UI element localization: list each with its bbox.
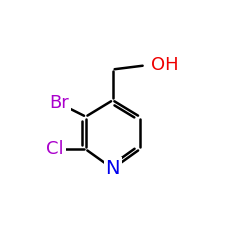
Text: N: N: [106, 159, 120, 178]
Text: OH: OH: [151, 56, 179, 74]
Text: Cl: Cl: [46, 140, 64, 158]
Text: Br: Br: [49, 94, 69, 112]
